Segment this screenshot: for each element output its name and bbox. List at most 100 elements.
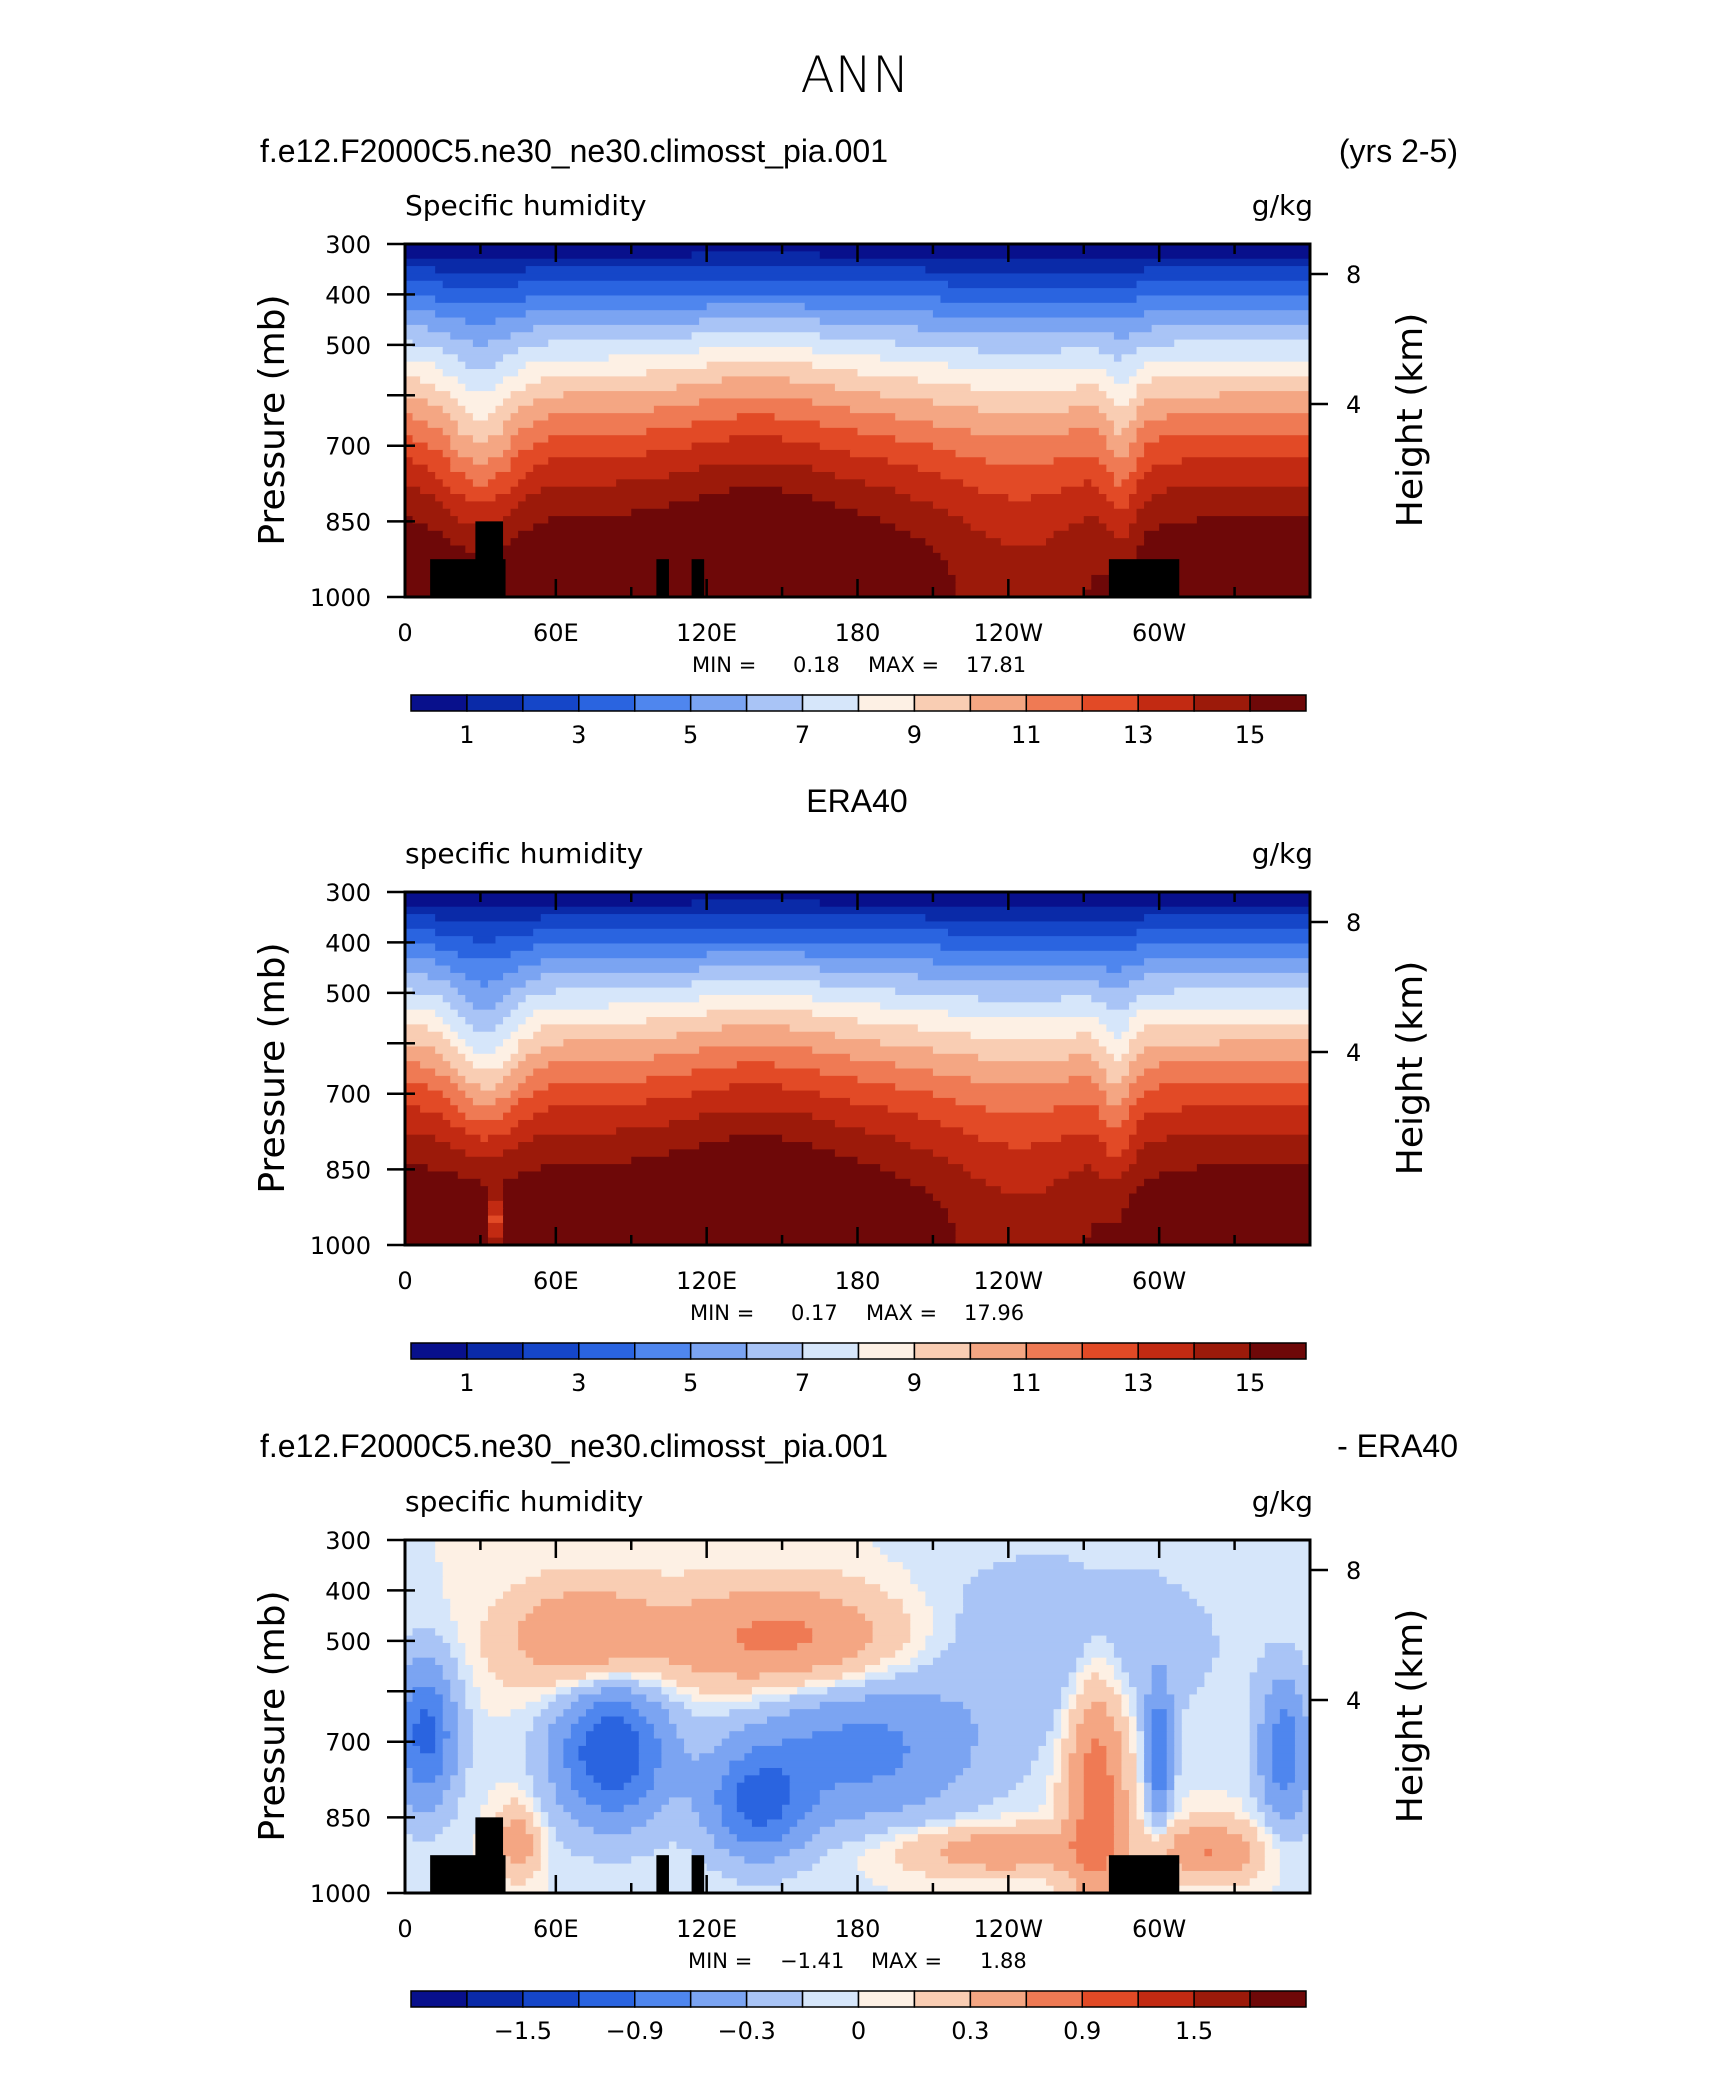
contour-band (1159, 435, 1310, 444)
contour-band (405, 1554, 436, 1563)
contour-band (819, 1090, 934, 1099)
contour-band (668, 1716, 768, 1725)
contour-band (1144, 1782, 1153, 1791)
contour-band (865, 1665, 889, 1674)
contour-band (442, 1767, 459, 1777)
contour-band (405, 457, 414, 466)
contour-band (668, 1694, 693, 1703)
contour-band (405, 1790, 444, 1799)
contour-band (1174, 1694, 1191, 1703)
contour-band (457, 1620, 482, 1630)
contour-band (1151, 1716, 1168, 1725)
contour-band (495, 1002, 519, 1011)
contour-band (405, 427, 444, 436)
contour-band (948, 567, 1130, 576)
contour-band (1294, 1716, 1310, 1725)
contour-band (631, 1723, 655, 1732)
contour-band (548, 1061, 738, 1070)
contour-band (782, 1767, 896, 1777)
panel-right-title: (yrs 2-5) (1339, 133, 1458, 169)
contour-band (1098, 1105, 1130, 1114)
contour-band (895, 1848, 942, 1858)
contour-band (932, 1613, 957, 1622)
contour-band (495, 405, 519, 414)
contour-band (1159, 1834, 1176, 1843)
contour-band (457, 1031, 512, 1040)
contour-band (1113, 479, 1123, 488)
contour-band (472, 1097, 497, 1107)
colorbar-swatch (578, 1990, 636, 2008)
contour-band (1113, 501, 1130, 510)
contour-band (442, 280, 519, 289)
contour-band (405, 1075, 452, 1084)
contour-band (563, 1738, 587, 1747)
contour-band (895, 1856, 949, 1865)
contour-band (1272, 1745, 1296, 1755)
contour-band (1046, 1738, 1055, 1747)
contour-band (1076, 1878, 1115, 1887)
contour-band (948, 1826, 1062, 1835)
colorbar-label: 9 (907, 721, 922, 749)
contour-band (1121, 1687, 1138, 1696)
contour-band (533, 1134, 731, 1143)
contour-band (465, 1767, 527, 1777)
contour-band (699, 494, 814, 503)
contour-band (405, 295, 436, 304)
contour-band (857, 1075, 972, 1084)
contour-band (465, 405, 497, 414)
contour-band (917, 1665, 1078, 1674)
contour-band (736, 413, 776, 422)
contour-band (608, 1002, 881, 1011)
contour-band (555, 1797, 587, 1806)
contour-band (405, 413, 414, 422)
contour-band (1083, 1863, 1108, 1872)
contour-band (405, 383, 436, 392)
contour-band (1038, 1804, 1055, 1813)
contour-band (412, 435, 452, 444)
contour-band (721, 1819, 753, 1828)
contour-band (472, 1679, 504, 1688)
contour-band (932, 310, 1145, 319)
pressure-tick-label: 850 (325, 1804, 371, 1832)
contour-band (1053, 1738, 1062, 1747)
contour-band (435, 1068, 459, 1077)
contour-band (1249, 1672, 1310, 1681)
contour-band (518, 1635, 738, 1644)
contour-band (865, 1848, 897, 1858)
contour-band (1264, 1863, 1281, 1872)
contour-band (736, 1061, 776, 1070)
contour-band (548, 1848, 572, 1858)
contour-band (1264, 1709, 1281, 1718)
contour-band (420, 486, 452, 495)
contour-band (804, 1841, 844, 1850)
contour-band (503, 1200, 942, 1210)
contour-band (1068, 1753, 1085, 1762)
contour-band (706, 1009, 814, 1018)
contour-band (442, 1760, 459, 1769)
contour-band (405, 530, 444, 539)
contour-band (503, 1112, 535, 1121)
contour-band (646, 369, 859, 378)
contour-band (442, 1090, 467, 1099)
contour-band (472, 479, 489, 488)
contour-band (1129, 420, 1145, 429)
contour-band (405, 1112, 444, 1121)
contour-band (1023, 1775, 1047, 1784)
contour-band (1174, 1709, 1183, 1718)
contour-band (405, 1723, 414, 1732)
contour-band (510, 987, 557, 996)
contour-band (525, 1790, 535, 1799)
contour-band (578, 1819, 648, 1828)
contour-band (405, 899, 693, 908)
contour-band (608, 354, 881, 363)
contour-band (646, 1017, 859, 1026)
contour-band (1302, 1701, 1310, 1710)
contour-band (563, 1841, 670, 1850)
contour-band (525, 494, 700, 503)
contour-band (782, 435, 896, 444)
contour-band (842, 1657, 881, 1666)
colorbar-swatch (801, 1990, 860, 2008)
contour-band (503, 1679, 557, 1688)
contour-band (608, 1657, 670, 1666)
